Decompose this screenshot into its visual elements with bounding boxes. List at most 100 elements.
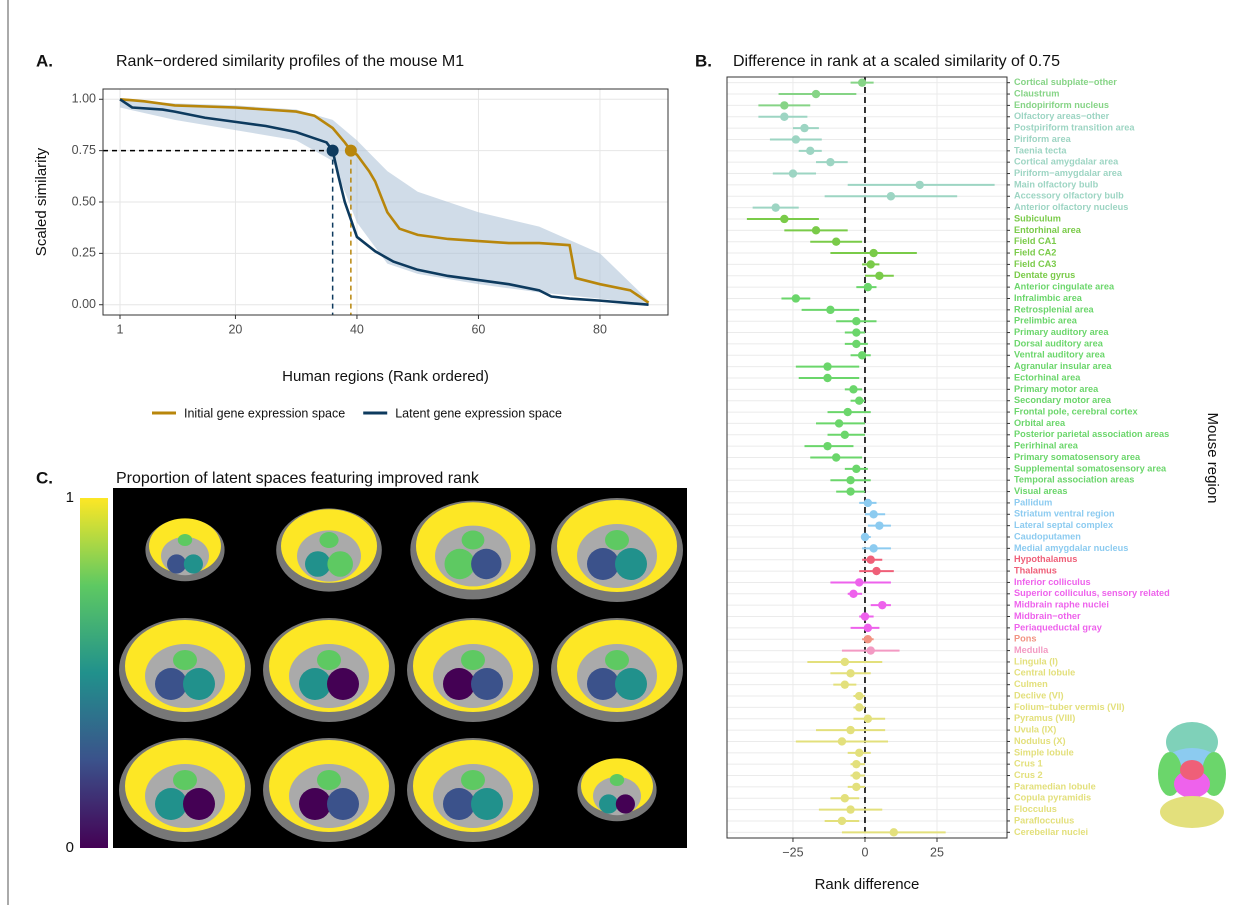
dot xyxy=(849,385,857,393)
dot xyxy=(812,226,820,234)
dot xyxy=(846,487,854,495)
slice-region xyxy=(443,668,475,700)
dot xyxy=(823,442,831,450)
dot xyxy=(852,340,860,348)
category-label: Simple lobule xyxy=(1014,747,1074,757)
dot xyxy=(869,249,877,257)
dot xyxy=(867,260,875,268)
x-tick-label: 20 xyxy=(228,322,242,336)
category-label: Piriform−amygdalar area xyxy=(1014,168,1123,178)
category-label: Claustrum xyxy=(1014,88,1059,98)
y-tick-label: 0.25 xyxy=(72,246,96,260)
slice-region xyxy=(319,532,338,548)
dot xyxy=(846,726,854,734)
category-label: Ectorhinal area xyxy=(1014,372,1081,382)
slice-region xyxy=(155,668,187,700)
slice-region xyxy=(616,794,635,813)
legend-label: Initial gene expression space xyxy=(184,406,345,420)
dot xyxy=(855,397,863,405)
dot xyxy=(869,544,877,552)
dot xyxy=(855,703,863,711)
slice-region xyxy=(587,548,619,580)
colorbar-tick-label: 1 xyxy=(66,489,74,506)
category-label: Periaqueductal gray xyxy=(1014,622,1103,632)
dot xyxy=(841,658,849,666)
category-label: Culmen xyxy=(1014,679,1048,689)
dot xyxy=(849,590,857,598)
slice-region xyxy=(173,650,197,670)
dot xyxy=(838,817,846,825)
y-axis-label: Scaled similarity xyxy=(33,147,50,256)
dot xyxy=(878,601,886,609)
dot xyxy=(792,294,800,302)
slice-region xyxy=(471,788,503,820)
category-label: Crus 2 xyxy=(1014,770,1043,780)
slice-region xyxy=(615,668,647,700)
category-label: Superior colliculus, sensory related xyxy=(1014,588,1170,598)
slice-region xyxy=(327,668,359,700)
category-label: Postpiriform transition area xyxy=(1014,123,1135,133)
dot xyxy=(841,431,849,439)
panel-title: Proportion of latent spaces featuring im… xyxy=(116,470,480,487)
category-label: Dentate gyrus xyxy=(1014,270,1075,280)
dot xyxy=(858,78,866,86)
category-label: Main olfactory bulb xyxy=(1014,179,1099,189)
dot xyxy=(869,510,877,518)
dot xyxy=(867,646,875,654)
dot xyxy=(864,499,872,507)
dot xyxy=(864,635,872,643)
category-label: Pyramus (VIII) xyxy=(1014,713,1075,723)
y-tick-label: 0.50 xyxy=(72,194,96,208)
category-label: Primary somatosensory area xyxy=(1014,452,1141,462)
dot xyxy=(861,612,869,620)
dot xyxy=(780,215,788,223)
category-label: Field CA2 xyxy=(1014,247,1056,257)
threshold-point xyxy=(327,145,339,157)
category-label: Lateral septal complex xyxy=(1014,520,1114,530)
slice-region xyxy=(167,554,186,573)
brain-icon-part xyxy=(1160,796,1224,828)
dot xyxy=(835,419,843,427)
slice-region xyxy=(183,788,215,820)
category-label: Flocculus xyxy=(1014,804,1057,814)
slice-region xyxy=(471,668,503,700)
dot xyxy=(826,158,834,166)
dot xyxy=(838,737,846,745)
dot xyxy=(864,715,872,723)
slice-region xyxy=(587,668,619,700)
category-label: Subiculum xyxy=(1014,213,1061,223)
dot xyxy=(887,192,895,200)
dot xyxy=(855,578,863,586)
slice-region xyxy=(299,788,331,820)
x-axis-label: Rank difference xyxy=(815,876,920,893)
category-label: Inferior colliculus xyxy=(1014,577,1091,587)
dot xyxy=(832,237,840,245)
category-label: Copula pyramidis xyxy=(1014,793,1091,803)
y-tick-label: 1.00 xyxy=(72,92,96,106)
category-label: Cortical amygdalar area xyxy=(1014,157,1119,167)
category-label: Thalamus xyxy=(1014,566,1057,576)
dot xyxy=(823,362,831,370)
dot xyxy=(826,306,834,314)
slice-region xyxy=(599,794,618,813)
dot xyxy=(867,556,875,564)
dot xyxy=(792,135,800,143)
slice-region xyxy=(605,530,629,550)
category-label: Paramedian lobule xyxy=(1014,781,1096,791)
category-label: Infralimbic area xyxy=(1014,293,1083,303)
x-tick-label: 0 xyxy=(862,845,869,859)
dot xyxy=(864,624,872,632)
category-label: Uvula (IX) xyxy=(1014,725,1056,735)
category-label: Dorsal auditory area xyxy=(1014,338,1104,348)
category-label: Entorhinal area xyxy=(1014,225,1082,235)
category-label: Folium−tuber vermis (VII) xyxy=(1014,702,1125,712)
dot xyxy=(864,283,872,291)
category-label: Posterior parietal association areas xyxy=(1014,429,1169,439)
category-label: Endopiriform nucleus xyxy=(1014,100,1109,110)
x-tick-label: 80 xyxy=(593,322,607,336)
x-tick-label: 60 xyxy=(471,322,485,336)
dot xyxy=(846,805,854,813)
dot xyxy=(832,453,840,461)
category-label: Secondary motor area xyxy=(1014,395,1112,405)
category-label: Cerebellar nuclei xyxy=(1014,827,1088,837)
